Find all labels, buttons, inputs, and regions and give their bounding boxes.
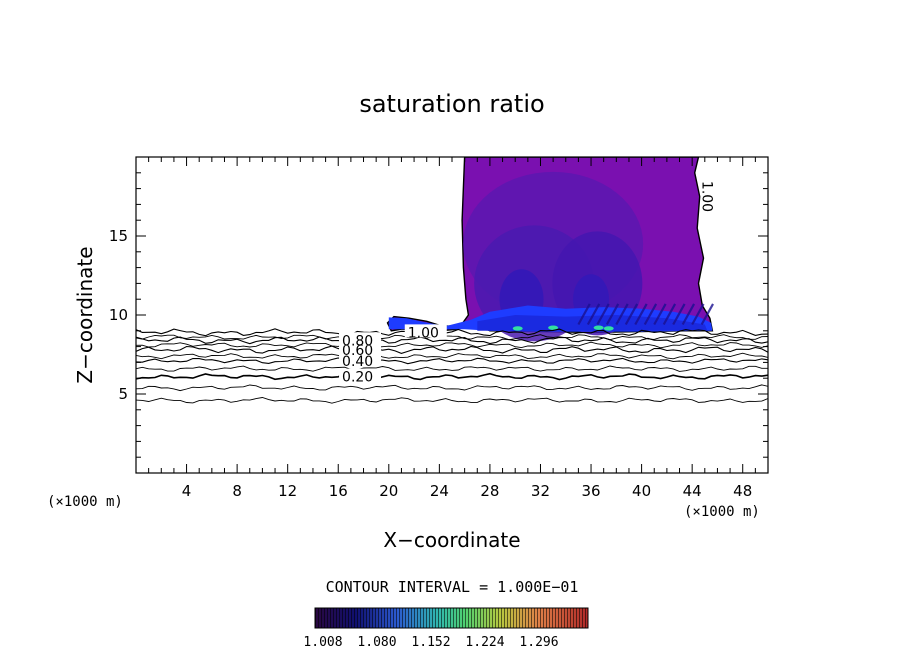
colorbar-labels: 1.008 1.080 1.152 1.224 1.296	[303, 635, 558, 650]
cloud-streak	[586, 303, 601, 326]
cloud-streak	[624, 303, 639, 326]
contour-line-minor	[136, 341, 768, 349]
cloud-streak	[643, 303, 658, 326]
colorbar-label: 1.080	[357, 635, 396, 650]
contour-line	[136, 328, 768, 337]
colorbar: 1.008 1.080 1.152 1.224 1.296	[303, 607, 589, 650]
cloud-spot	[512, 326, 523, 331]
contour-label-bg	[339, 332, 382, 346]
contour-label: 0.40	[342, 354, 373, 370]
cloud-streak	[596, 303, 610, 326]
contour-label: 1.00	[408, 325, 439, 341]
contour-label: 0.60	[342, 343, 373, 359]
x-tick-label: 24	[430, 482, 449, 500]
x-tick-label: 40	[632, 482, 651, 500]
cloud-base-dark	[477, 315, 708, 331]
contour-label-bg	[339, 368, 382, 382]
contour-line	[136, 357, 768, 365]
cloud-spot	[548, 325, 559, 330]
cloud-streak	[700, 303, 714, 326]
cloud-streak	[634, 303, 648, 326]
cloud-streak	[681, 303, 696, 326]
contour-line	[136, 345, 768, 354]
contour-line-minor	[136, 384, 768, 392]
cloud-streak	[615, 303, 629, 326]
x-tick-label: 48	[733, 482, 752, 500]
cloud-spot	[593, 325, 604, 330]
contour-line	[136, 336, 768, 345]
contour-line-minor	[136, 334, 768, 341]
x-axis-label: X−coordinate	[383, 528, 520, 552]
colorbar-label: 1.296	[519, 635, 558, 650]
x-tick-label: 4	[182, 482, 192, 500]
y-tick-label: 5	[118, 385, 128, 403]
x-unit-right: (×1000 m)	[684, 504, 760, 520]
y-tick-label: 15	[109, 227, 128, 245]
cloud-streak	[653, 303, 667, 326]
cloud-streak	[672, 303, 686, 326]
chart-title: saturation ratio	[359, 90, 544, 118]
x-tick-label: 12	[278, 482, 297, 500]
cloud-streak	[577, 303, 591, 326]
x-tick-label: 32	[531, 482, 550, 500]
contour-label: 0.20	[342, 370, 373, 386]
colorbar-hatch	[315, 608, 588, 628]
colorbar-label: 1.008	[303, 635, 342, 650]
contour-line-minor	[136, 397, 768, 404]
contour-label: 1.00	[698, 181, 714, 212]
x-tick-label: 28	[480, 482, 499, 500]
contour-label: 0.80	[342, 333, 373, 349]
x-tick-label: 16	[329, 482, 348, 500]
x-unit-left: (×1000 m)	[47, 494, 123, 510]
contour-line	[136, 372, 768, 381]
x-tick-label: 20	[379, 482, 398, 500]
x-tick-label: 8	[232, 482, 242, 500]
y-tick-label: 10	[109, 306, 128, 324]
plot-area: 0.200.400.600.80 1.00 1.00	[136, 157, 768, 404]
colorbar-label: 1.152	[411, 635, 450, 650]
colorbar-frame	[314, 607, 589, 629]
contour-interval-text: CONTOUR INTERVAL = 1.000E−01	[326, 578, 579, 596]
cloud-spot	[603, 326, 614, 331]
contour-line-minor	[136, 352, 768, 360]
cloud-streak	[662, 303, 677, 326]
y-axis-label: Z−coordinate	[73, 246, 97, 383]
contour-label-bg	[339, 352, 382, 366]
colorbar-label: 1.224	[465, 635, 504, 650]
contour-line-minor	[136, 365, 768, 372]
cloud-streak	[691, 303, 705, 326]
x-tick-label: 44	[683, 482, 702, 500]
cloud-streak	[605, 303, 620, 326]
contour-label-bg	[404, 324, 447, 338]
x-tick-label: 36	[581, 482, 600, 500]
